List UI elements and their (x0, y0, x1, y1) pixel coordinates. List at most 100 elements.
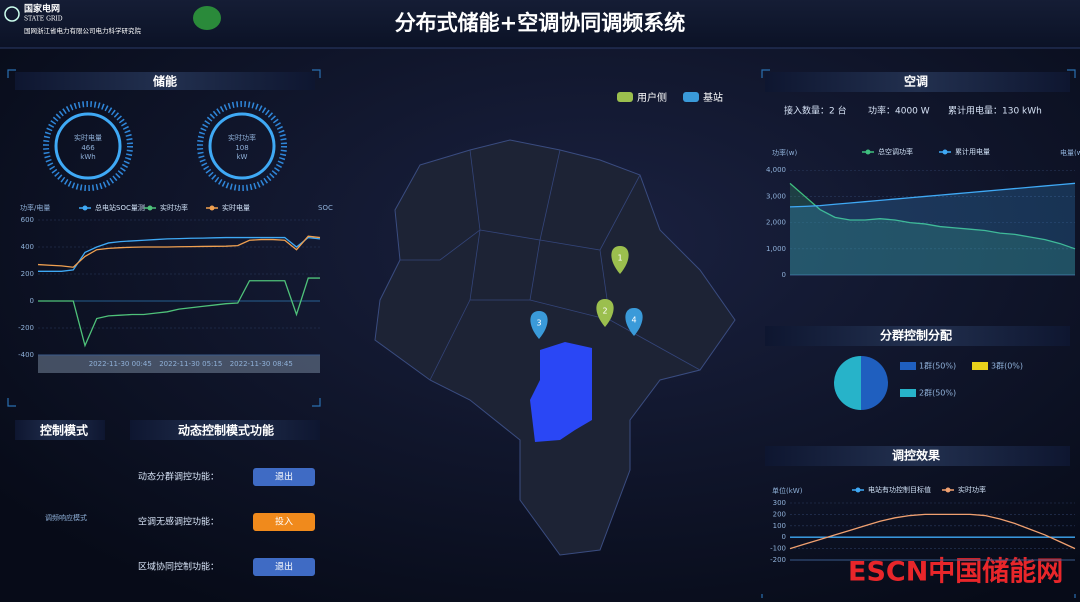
brand-en: STATE GRID (24, 16, 63, 23)
y-tick-label: 4,000 (766, 166, 786, 174)
watermark: ESCN中国储能网 (848, 556, 1063, 588)
legend-label: 电站有功控制目标值 (868, 485, 931, 494)
panel-title: 空调 (904, 74, 928, 89)
marker-label: 4 (631, 316, 636, 325)
y-axis-label: 单位(kW) (772, 486, 803, 495)
y-axis-label: 功率/电量 (20, 203, 50, 212)
panel-header (15, 420, 105, 440)
y-tick-label: 1,000 (766, 245, 786, 253)
series-line (789, 182, 1076, 250)
button-label: 退出 (275, 561, 293, 573)
legend-label: 总电站SOC量测 (95, 203, 145, 212)
map-marker[interactable] (530, 311, 548, 339)
gauge-value: 108 (235, 144, 248, 152)
x-tick-label: 2022-11-30 05:15 (159, 360, 222, 368)
institute: 国网浙江省电力有限公司电力科学研究院 (24, 26, 142, 35)
panel-frames (7, 69, 1076, 407)
ac-stat: 功率：4000 W (868, 105, 930, 117)
gauge-value: 466 (81, 144, 95, 152)
gauge-label: 实时电量 (74, 133, 102, 142)
series-area (790, 183, 1075, 275)
gauge: 实时电量 466 kWh (43, 101, 133, 191)
gauge-ring (54, 112, 122, 180)
y-axis-label: 功率(w) (772, 148, 797, 157)
series-area (790, 183, 1075, 275)
y-tick-label: 300 (773, 499, 786, 507)
y-tick-label: 100 (773, 522, 786, 530)
panel-title: 储能 (153, 74, 177, 89)
legend-label: 1群(50%) (919, 361, 956, 371)
marker-label: 1 (617, 254, 622, 263)
y-tick-label: -100 (770, 545, 786, 553)
map-marker[interactable] (596, 299, 614, 327)
legend-label: 实时功率 (958, 485, 986, 494)
gauge-unit: kWh (80, 153, 95, 161)
y2-axis-label: SOC (318, 204, 333, 212)
y-tick-label: 2,000 (766, 219, 786, 227)
map-marker[interactable] (625, 308, 643, 336)
pie-slice (834, 356, 861, 410)
y-tick-label: 200 (773, 510, 786, 518)
series-line (38, 236, 321, 272)
brand-cn: 国家电网 (24, 3, 60, 15)
y-tick-label: 0 (782, 271, 786, 279)
y-tick-label: -200 (770, 556, 786, 564)
gauge: 实时功率 108 kW (197, 101, 287, 191)
gauge-ticks (197, 101, 287, 191)
y-tick-label: -200 (18, 324, 34, 332)
legend-label: 基站 (703, 91, 723, 104)
toggle-button[interactable] (253, 468, 315, 486)
legend-label: 用户侧 (637, 91, 667, 104)
legend-swatch (617, 92, 633, 102)
gauge-label: 实时功率 (228, 133, 256, 142)
panel-header (15, 72, 315, 90)
legend-marker (82, 205, 88, 211)
panel-title: 分群控制分配 (880, 328, 952, 343)
y-tick-label: 600 (21, 216, 34, 224)
map-borders (400, 149, 701, 381)
series-line (789, 182, 1076, 208)
panel-header (130, 420, 320, 440)
panel-title: 调控效果 (892, 448, 940, 463)
header-bar (0, 0, 1080, 48)
legend-label: 累计用电量 (955, 147, 990, 156)
x-tick-label: 2022-11-30 08:45 (230, 360, 293, 368)
legend-marker (945, 487, 951, 493)
function-label: 空调无感调控功能： (138, 516, 219, 528)
legend-marker (855, 487, 861, 493)
legend-label: 2群(50%) (919, 388, 956, 398)
legend-marker (209, 205, 215, 211)
gauge-ring (208, 112, 276, 180)
legend-label: 3群(0%) (991, 361, 1023, 371)
y-tick-label: 400 (21, 243, 34, 251)
y-tick-label: 0 (30, 297, 34, 305)
map (374, 139, 736, 556)
legend-swatch (900, 362, 916, 370)
y-tick-label: -400 (18, 351, 34, 359)
legend-swatch (683, 92, 699, 102)
map-marker[interactable] (611, 246, 629, 274)
gauge-ticks (43, 101, 133, 191)
panel-title: 动态控制模式功能 (178, 423, 274, 438)
mode-text: 调频响应模式 (45, 513, 87, 522)
zoom-slider[interactable] (38, 355, 320, 373)
button-label: 投入 (275, 516, 293, 528)
function-label: 区域协同控制功能： (138, 561, 219, 573)
ac-stat: 接入数量：2 台 (784, 105, 847, 117)
marker-label: 2 (602, 307, 607, 316)
legend-label: 实时功率 (160, 203, 188, 212)
legend-marker (942, 149, 948, 155)
legend-swatch (972, 362, 988, 370)
toggle-button[interactable] (253, 558, 315, 576)
series-line (789, 513, 1076, 550)
ac-stat: 累计用电量：130 kWh (948, 105, 1042, 117)
panel-header (765, 446, 1070, 466)
map-highlight (530, 342, 592, 442)
panel-header (765, 326, 1070, 346)
legend-swatch (900, 389, 916, 397)
toggle-button[interactable] (253, 513, 315, 531)
gauge-unit: kW (237, 153, 248, 161)
series-line (37, 235, 321, 268)
